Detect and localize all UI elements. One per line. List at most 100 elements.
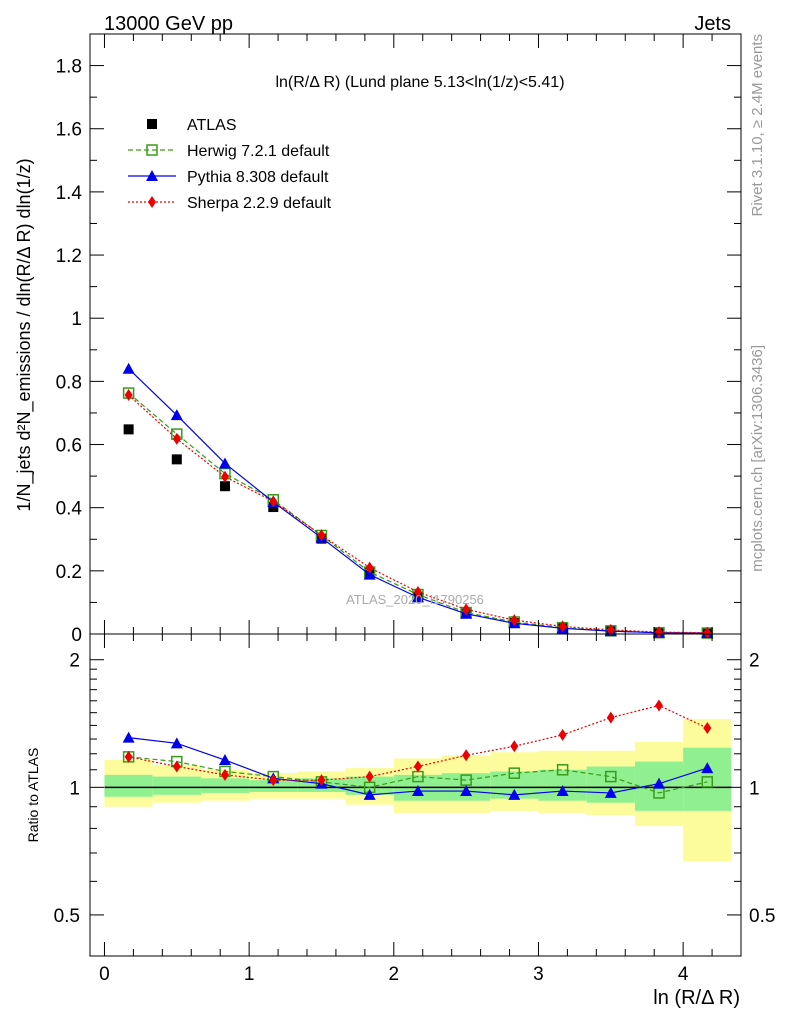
ratio-point bbox=[606, 711, 615, 724]
ratio-point bbox=[556, 764, 569, 776]
legend: ATLAS Herwig 7.2.1 default Pythia 8.308 de… bbox=[128, 117, 332, 212]
legend-marker bbox=[148, 196, 156, 208]
legend-marker bbox=[147, 119, 157, 129]
main-ytick-label: 0.2 bbox=[56, 562, 82, 583]
ratio-point bbox=[508, 788, 521, 800]
ratio-band-inner bbox=[683, 747, 732, 811]
ratio-point bbox=[317, 774, 326, 787]
ratio-series-group bbox=[122, 699, 714, 800]
header-left-label: 13000 GeV pp bbox=[104, 13, 233, 35]
watermark-label: ATLAS_2020_I1790256 bbox=[346, 592, 484, 607]
main-point bbox=[606, 623, 615, 636]
ratio-point bbox=[703, 722, 712, 735]
ratio-ylabel: Ratio to ATLAS bbox=[25, 748, 41, 843]
ratio-point bbox=[701, 776, 714, 788]
main-point bbox=[703, 626, 712, 639]
main-point bbox=[122, 362, 135, 374]
ratio-point bbox=[170, 737, 183, 749]
main-point bbox=[654, 626, 663, 639]
main-ylabel: 1/N_jets d²N_emissions / dln(R/Δ R) dln(… bbox=[14, 158, 35, 511]
legend-entry-0: ATLAS bbox=[147, 117, 237, 134]
ratio-ytick-label: 0.5 bbox=[54, 906, 80, 927]
ratio-series-2 bbox=[124, 699, 712, 787]
main-ytick-label: 1.8 bbox=[56, 57, 82, 78]
ratio-xtick-label: 2 bbox=[389, 964, 400, 985]
main-point bbox=[510, 614, 519, 627]
ratio-point bbox=[701, 762, 714, 774]
main-point bbox=[365, 561, 374, 574]
ratio-band-inner bbox=[249, 780, 298, 792]
ratio-axes: 0.5 0.5 1 1 2 2 0 1 2 3 4 bbox=[54, 633, 775, 985]
legend-label: Pythia 8.308 default bbox=[187, 169, 329, 186]
main-point bbox=[462, 603, 471, 616]
main-axes: 0 0.2 0.4 0.6 0.8 1 1.2 1.4 1.6 1.8 bbox=[56, 33, 742, 646]
main-point bbox=[219, 481, 230, 492]
main-series-group bbox=[122, 362, 714, 639]
ratio-point bbox=[652, 777, 665, 789]
ratio-band-inner bbox=[152, 776, 201, 795]
header-right-label: Jets bbox=[694, 13, 731, 35]
ratio-ytick-label-right: 1 bbox=[749, 778, 760, 799]
legend-label: Herwig 7.2.1 default bbox=[187, 143, 330, 160]
main-point bbox=[269, 495, 278, 508]
rivet-label: Rivet 3.1.10, ≥ 2.4M events bbox=[749, 34, 766, 217]
ratio-point bbox=[462, 749, 471, 762]
legend-entry-3: Sherpa 2.2.9 default bbox=[128, 195, 332, 212]
legend-entry-2: Pythia 8.308 default bbox=[128, 169, 329, 186]
main-point bbox=[170, 409, 183, 421]
main-point bbox=[172, 432, 181, 445]
ratio-point bbox=[122, 731, 135, 743]
ratio-band-inner bbox=[200, 778, 250, 793]
ratio-point bbox=[269, 774, 278, 787]
main-point bbox=[317, 529, 326, 542]
ratio-point bbox=[556, 785, 569, 797]
legend-marker bbox=[146, 170, 158, 181]
main-point bbox=[124, 388, 133, 401]
ratio-xtick-label: 0 bbox=[99, 964, 110, 985]
ratio-point bbox=[654, 699, 663, 712]
main-point bbox=[171, 454, 182, 465]
legend-label: Sherpa 2.2.9 default bbox=[187, 195, 332, 212]
ratio-point bbox=[558, 728, 567, 741]
ratio-point bbox=[365, 770, 374, 783]
ratio-ytick-label: 1 bbox=[69, 778, 80, 799]
ratio-point bbox=[460, 785, 473, 797]
main-point bbox=[558, 620, 567, 633]
main-point bbox=[123, 424, 134, 435]
legend-marker bbox=[146, 144, 158, 156]
main-title: ln(R/Δ R) (Lund plane 5.13<ln(1/z)<5.41) bbox=[275, 74, 564, 91]
ratio-ytick-label-right: 2 bbox=[749, 651, 760, 672]
ratio-point bbox=[508, 767, 521, 779]
ratio-frame bbox=[89, 633, 742, 957]
ratio-point bbox=[604, 786, 617, 798]
ratio-band-inner bbox=[345, 776, 394, 795]
main-ytick-label: 1.2 bbox=[56, 246, 82, 267]
main-point bbox=[220, 470, 229, 483]
ratio-point bbox=[124, 750, 133, 763]
ratio-point bbox=[510, 740, 519, 753]
main-point bbox=[363, 568, 376, 580]
main-series-3 bbox=[124, 388, 712, 639]
ratio-xtick-label: 3 bbox=[533, 964, 544, 985]
ratio-point bbox=[413, 760, 422, 773]
ratio-point bbox=[605, 770, 617, 783]
ratio-xtick-label: 4 bbox=[678, 964, 689, 985]
mcplots-label: mcplots.cern.ch [arXiv:1306.3436] bbox=[749, 345, 766, 572]
xaxis-label: ln (R/Δ R) bbox=[653, 987, 740, 1009]
main-ytick-label: 1 bbox=[71, 309, 82, 330]
legend-entry-1: Herwig 7.2.1 default bbox=[128, 143, 330, 160]
ratio-band-inner bbox=[104, 774, 153, 797]
main-ytick-label: 1.6 bbox=[56, 120, 82, 141]
ratio-ytick-label-right: 0.5 bbox=[749, 906, 775, 927]
ratio-ytick-label: 2 bbox=[69, 651, 80, 672]
main-ytick-label: 0.8 bbox=[56, 372, 82, 393]
ratio-point bbox=[172, 760, 181, 773]
main-ytick-label: 0.4 bbox=[56, 499, 83, 520]
ratio-point bbox=[220, 768, 229, 781]
main-ytick-label: 1.4 bbox=[56, 183, 83, 204]
legend-label: ATLAS bbox=[187, 117, 237, 134]
ratio-point bbox=[411, 785, 424, 797]
main-point bbox=[218, 457, 231, 469]
main-ytick-label: 0.6 bbox=[56, 436, 82, 457]
